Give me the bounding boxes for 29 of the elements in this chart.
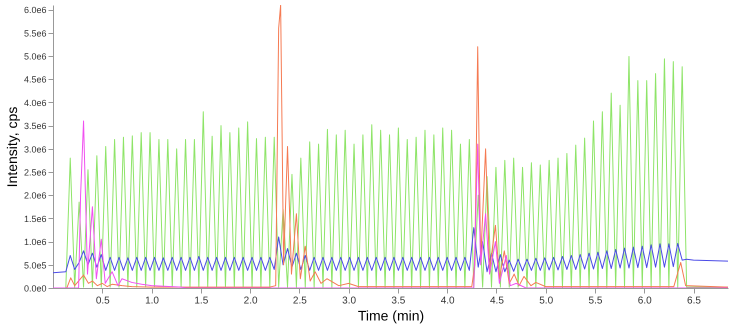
y-tick-label: 6.0e6 <box>24 5 46 16</box>
y-tick-label: 5.5e6 <box>24 28 46 38</box>
x-tick-label: 5.5 <box>588 296 603 306</box>
x-tick-label: 6.5 <box>687 296 702 306</box>
y-tick-label: 2.5e6 <box>24 168 46 178</box>
y-tick-label: 4.5e6 <box>24 74 46 85</box>
x-tick-label: 3.5 <box>391 296 406 306</box>
x-tick-label: 0.5 <box>96 296 110 306</box>
x-tick-label: 1.5 <box>194 296 209 306</box>
y-axis-title: Intensity, cps <box>4 106 20 188</box>
line-series <box>53 227 728 274</box>
x-tick-label: 2.0 <box>244 296 258 306</box>
y-tick-label: 1.5e6 <box>24 214 46 224</box>
x-tick-label: 1.0 <box>145 296 160 306</box>
x-axis-title: Time (min) <box>358 308 424 324</box>
x-tick-label: 4.5 <box>490 296 504 306</box>
x-tick-label: 5.0 <box>539 296 554 306</box>
y-tick-label: 5.0e5 <box>24 260 46 270</box>
y-tick-label: 1.0e6 <box>24 237 46 248</box>
y-tick-label: 3.5e6 <box>24 121 46 132</box>
x-tick-label: 3.0 <box>342 296 357 306</box>
y-tick-label: 5.0e6 <box>24 52 46 62</box>
x-tick-label: 2.5 <box>292 296 308 306</box>
x-tick-label: 6.0 <box>638 296 652 306</box>
x-tick-label: 4.0 <box>440 296 456 306</box>
y-tick-label: 0.0e0 <box>24 284 46 294</box>
y-tick-label: 3.0e6 <box>24 144 46 154</box>
y-tick-label: 2.0e6 <box>24 190 46 201</box>
y-tick-label: 4.0e6 <box>24 98 46 108</box>
